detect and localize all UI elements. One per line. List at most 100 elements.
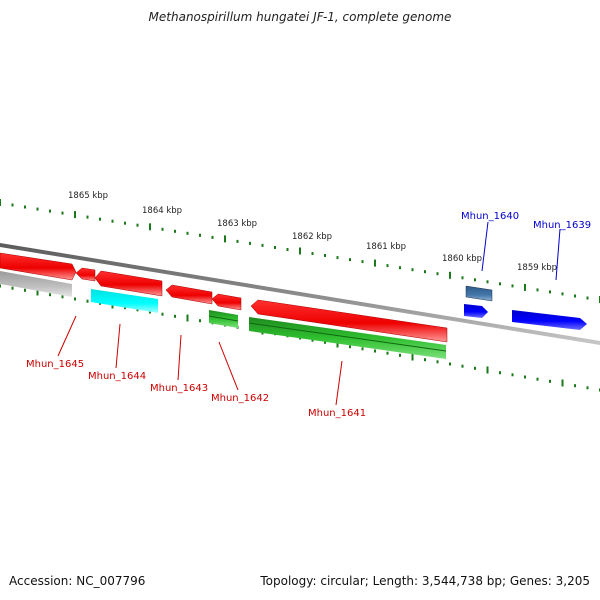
minor-tick bbox=[174, 314, 176, 318]
major-tick bbox=[74, 211, 76, 219]
minor-tick bbox=[574, 384, 576, 388]
minor-tick bbox=[474, 278, 476, 282]
minor-tick bbox=[586, 296, 589, 300]
tick-labels: 1865 kbp 1864 kbp 1863 kbp 1862 kbp 1861… bbox=[68, 191, 557, 273]
minor-tick bbox=[124, 221, 126, 225]
tick-label: 1859 kbp bbox=[517, 263, 557, 273]
minor-tick bbox=[36, 207, 39, 211]
gene-feature-pseudo[interactable] bbox=[0, 271, 72, 297]
minor-tick bbox=[399, 266, 401, 270]
minor-tick bbox=[474, 366, 476, 370]
gene-feature-rna-large[interactable] bbox=[249, 317, 446, 359]
genome-backbone bbox=[0, 243, 600, 345]
tick-label: 1863 kbp bbox=[217, 219, 257, 229]
gene-arrow-mhun-1642[interactable] bbox=[211, 293, 242, 311]
gene-label[interactable]: Mhun_1642 bbox=[211, 393, 269, 404]
minor-tick bbox=[349, 345, 351, 349]
minor-tick bbox=[561, 292, 564, 296]
minor-tick bbox=[324, 254, 326, 257]
gene-label[interactable]: Mhun_1644 bbox=[88, 371, 146, 382]
minor-tick bbox=[424, 358, 426, 362]
minor-tick bbox=[499, 371, 501, 375]
minor-tick bbox=[49, 293, 51, 297]
minor-tick bbox=[211, 235, 214, 239]
minor-tick bbox=[24, 205, 26, 209]
gene-label[interactable]: Mhun_1639 bbox=[533, 220, 591, 231]
minor-tick bbox=[411, 268, 414, 272]
minor-tick bbox=[549, 290, 551, 294]
gene-labels: Mhun_1645 Mhun_1644 Mhun_1643 Mhun_1642 … bbox=[26, 211, 591, 419]
gene-arrow-blue-small[interactable] bbox=[464, 304, 488, 318]
map-title: Methanospirillum hungatei JF-1, complete… bbox=[148, 10, 452, 24]
minor-tick bbox=[61, 211, 64, 215]
minor-tick bbox=[461, 276, 464, 280]
minor-tick bbox=[86, 215, 89, 219]
minor-tick bbox=[374, 349, 376, 353]
major-tick bbox=[336, 340, 339, 348]
minor-tick bbox=[399, 353, 401, 357]
topology-summary: Topology: circular; Length: 3,544,738 bp… bbox=[260, 574, 590, 588]
minor-tick bbox=[586, 386, 589, 390]
minor-tick bbox=[311, 252, 314, 255]
minor-tick bbox=[536, 377, 539, 381]
minor-tick bbox=[49, 209, 51, 213]
gene-arrow-mhun-1643[interactable] bbox=[165, 284, 213, 305]
minor-tick bbox=[124, 306, 126, 310]
minor-tick bbox=[486, 280, 489, 284]
minor-tick bbox=[99, 217, 101, 221]
major-tick bbox=[224, 235, 226, 243]
minor-tick bbox=[436, 360, 439, 364]
gene-arrow-mhun-1641[interactable] bbox=[250, 299, 448, 343]
minor-tick bbox=[424, 270, 426, 274]
gene-feature-misc[interactable] bbox=[91, 289, 158, 313]
major-tick bbox=[411, 353, 414, 361]
minor-tick bbox=[336, 256, 339, 260]
minor-tick bbox=[311, 338, 314, 342]
major-tick bbox=[299, 247, 301, 255]
minor-tick bbox=[461, 364, 464, 368]
minor-tick bbox=[149, 310, 151, 314]
gene-arrow-mhun-1644[interactable] bbox=[94, 270, 163, 297]
major-tick bbox=[524, 283, 526, 291]
minor-tick bbox=[361, 347, 364, 351]
gene-label[interactable]: Mhun_1640 bbox=[461, 211, 519, 222]
minor-tick bbox=[111, 219, 114, 223]
minor-tick bbox=[449, 362, 451, 366]
minor-tick bbox=[524, 375, 526, 379]
gene-arrow-mhun-1639[interactable] bbox=[512, 310, 587, 330]
minor-tick bbox=[161, 312, 164, 316]
gene-label[interactable]: Mhun_1643 bbox=[150, 383, 208, 394]
minor-tick bbox=[324, 340, 326, 344]
tick-label: 1861 kbp bbox=[366, 242, 406, 252]
minor-tick bbox=[286, 248, 289, 251]
major-tick bbox=[186, 314, 189, 322]
label-leaders bbox=[57, 221, 561, 406]
major-tick bbox=[561, 379, 564, 387]
minor-tick bbox=[536, 288, 539, 292]
accession-label: Accession: NC_007796 bbox=[9, 574, 146, 588]
minor-tick bbox=[74, 297, 76, 301]
minor-tick bbox=[574, 294, 576, 298]
minor-tick bbox=[499, 282, 501, 286]
tick-label: 1860 kbp bbox=[442, 254, 482, 264]
minor-tick bbox=[0, 284, 1, 288]
minor-tick bbox=[386, 351, 389, 355]
gene-arrow-mhun-1645-forward[interactable] bbox=[0, 252, 77, 281]
gene-label[interactable]: Mhun_1641 bbox=[308, 408, 366, 419]
minor-tick bbox=[236, 239, 239, 243]
minor-tick bbox=[11, 203, 14, 207]
major-tick bbox=[449, 271, 451, 279]
gene-arrow-mhun-1640[interactable] bbox=[465, 285, 493, 302]
minor-tick bbox=[199, 233, 201, 237]
major-tick bbox=[486, 366, 489, 374]
major-tick bbox=[149, 223, 151, 231]
minor-tick bbox=[274, 246, 276, 249]
gene-arrow-small[interactable] bbox=[75, 267, 96, 282]
minor-tick bbox=[549, 379, 551, 383]
gene-features bbox=[0, 252, 587, 359]
minor-tick bbox=[511, 373, 514, 377]
gene-label[interactable]: Mhun_1645 bbox=[26, 359, 84, 370]
minor-tick bbox=[436, 272, 439, 276]
tick-label: 1862 kbp bbox=[292, 232, 332, 242]
